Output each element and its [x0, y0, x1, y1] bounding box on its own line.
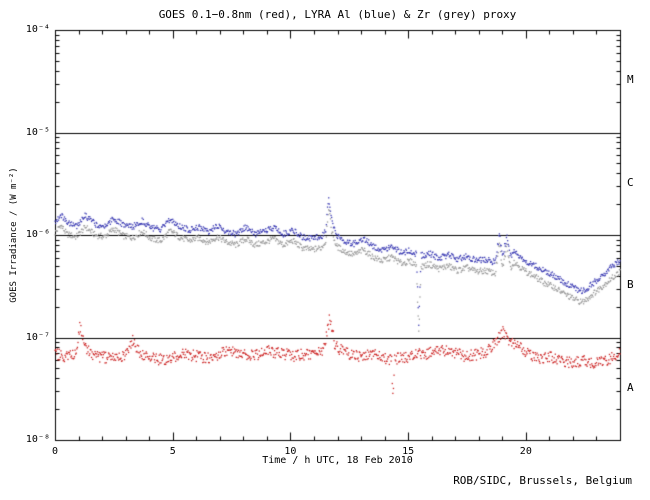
x-tick-label: 10: [284, 446, 297, 457]
x-tick-label: 15: [402, 446, 415, 457]
y-tick-label: 10⁻⁵: [25, 126, 50, 138]
x-tick-label: 20: [519, 446, 532, 457]
chart-title: GOES 0.1−0.8nm (red), LYRA Al (blue) & Z…: [158, 8, 517, 21]
flare-class-label-m: M: [627, 73, 634, 87]
y-tick-label: 10⁻⁸: [25, 434, 50, 445]
y-tick-label: 10⁻⁷: [25, 331, 50, 343]
credit-text: ROB/SIDC, Brussels, Belgium: [453, 474, 632, 487]
flare-class-label-b: B: [627, 278, 634, 292]
x-tick-label: 5: [169, 446, 176, 457]
x-axis-label: Time / h UTC, 18 Feb 2010: [262, 455, 413, 466]
y-tick-label: 10⁻⁶: [25, 229, 50, 240]
flare-class-label-c: C: [627, 175, 634, 189]
x-tick-label: 0: [51, 446, 59, 457]
y-tick-label: 10⁻⁴: [25, 24, 50, 35]
flare-class-label-a: A: [627, 380, 634, 394]
